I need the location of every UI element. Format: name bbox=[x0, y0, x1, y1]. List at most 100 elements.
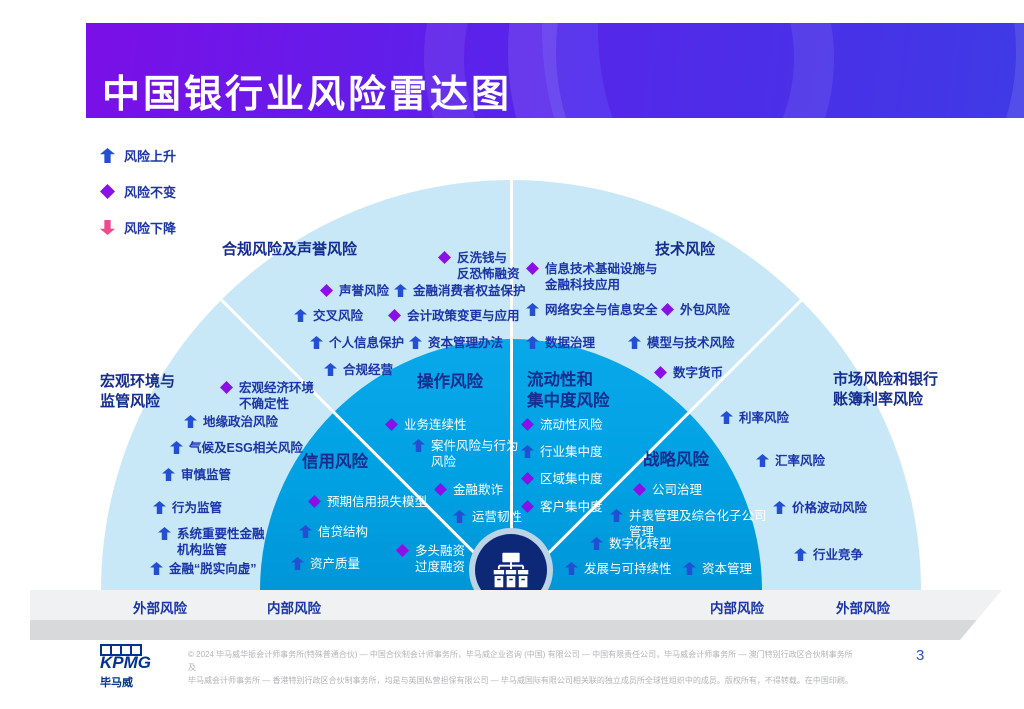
risk-item-label: 宏观经济环境 不确定性 bbox=[239, 381, 315, 411]
risk-up-arrow-icon bbox=[184, 415, 197, 428]
legend-item-label: 风险上升 bbox=[124, 149, 177, 164]
risk-up-arrow-icon bbox=[162, 468, 175, 481]
risk-item: 反洗钱与 反恐怖融资 bbox=[438, 250, 520, 282]
risk-item: 公司治理 bbox=[633, 482, 702, 498]
risk-up-arrow-icon bbox=[565, 562, 578, 575]
risk-unchanged-diamond-icon bbox=[521, 418, 534, 431]
kpmg-logo-chinese: 毕马威 bbox=[100, 677, 133, 689]
risk-up-arrow-icon bbox=[394, 284, 407, 297]
risk-item-label: 汇率风险 bbox=[775, 454, 826, 468]
risk-item-label: 模型与技术风险 bbox=[647, 336, 735, 350]
risk-item: 审慎监管 bbox=[162, 467, 231, 483]
risk-up-arrow-icon bbox=[521, 445, 534, 458]
page-title: 中国银行业风险雷达图 bbox=[102, 74, 513, 116]
risk-item-label: 并表管理及综合化子公司 管理 bbox=[629, 509, 767, 539]
legend-item: 风险下降 bbox=[100, 218, 176, 237]
risk-item-label: 网络安全与信息安全 bbox=[545, 303, 658, 317]
risk-item-label: 资本管理办法 bbox=[428, 336, 504, 350]
risk-item-label: 金融欺诈 bbox=[453, 483, 504, 497]
risk-item: 地缘政治风险 bbox=[184, 414, 278, 430]
risk-unchanged-diamond-icon bbox=[100, 184, 115, 199]
risk-unchanged-diamond-icon bbox=[385, 418, 398, 431]
risk-item: 运营韧性 bbox=[453, 509, 522, 525]
section-title-liquidity: 流动性和 集中度风险 bbox=[527, 371, 610, 411]
risk-unchanged-diamond-icon bbox=[438, 251, 451, 264]
risk-item: 流动性风险 bbox=[521, 417, 603, 433]
risk-item: 并表管理及综合化子公司 管理 bbox=[610, 508, 767, 540]
risk-item-label: 业务连续性 bbox=[404, 418, 467, 432]
risk-item: 交叉风险 bbox=[294, 308, 363, 324]
risk-item-label: 个人信息保护 bbox=[329, 336, 405, 350]
risk-up-arrow-icon bbox=[756, 454, 769, 467]
risk-unchanged-diamond-icon bbox=[526, 262, 539, 275]
risk-item: 发展与可持续性 bbox=[565, 561, 672, 577]
risk-item: 资产质量 bbox=[291, 556, 360, 572]
risk-item-label: 信贷结构 bbox=[318, 525, 369, 539]
risk-up-arrow-icon bbox=[291, 557, 304, 570]
header-band: 中国银行业风险雷达图 bbox=[86, 23, 1024, 118]
risk-item: 行业竞争 bbox=[794, 547, 863, 563]
risk-item-label: 会计政策变更与应用 bbox=[407, 309, 520, 323]
risk-item-label: 数据治理 bbox=[545, 336, 596, 350]
risk-up-arrow-icon bbox=[794, 548, 807, 561]
risk-up-arrow-icon bbox=[683, 562, 696, 575]
section-title-strategic: 战略风险 bbox=[643, 451, 709, 469]
risk-item: 信贷结构 bbox=[299, 524, 368, 540]
risk-item-label: 合规经营 bbox=[343, 363, 394, 377]
risk-item: 金融欺诈 bbox=[434, 482, 503, 498]
risk-item-label: 利率风险 bbox=[739, 411, 790, 425]
risk-item-label: 审慎监管 bbox=[181, 468, 232, 482]
header-decor-arc bbox=[424, 23, 834, 118]
legend-item-label: 风险不变 bbox=[124, 185, 177, 200]
risk-item-label: 流动性风险 bbox=[540, 418, 603, 432]
risk-unchanged-diamond-icon bbox=[661, 303, 674, 316]
pedestal-top-face bbox=[30, 590, 1002, 620]
risk-item-label: 信息技术基础设施与 金融科技应用 bbox=[545, 262, 658, 292]
risk-up-arrow-icon bbox=[628, 336, 641, 349]
axis-label: 外部风险 bbox=[133, 601, 187, 616]
risk-up-arrow-icon bbox=[409, 336, 422, 349]
risk-item-label: 多头融资 过度融资 bbox=[415, 544, 466, 574]
risk-item: 合规经营 bbox=[324, 362, 393, 378]
section-title-credit: 信用风险 bbox=[302, 453, 368, 471]
risk-item: 声誉风险 bbox=[320, 283, 389, 299]
risk-item: 行业集中度 bbox=[521, 444, 603, 460]
bank-orgchart-icon bbox=[493, 552, 529, 588]
risk-up-arrow-icon bbox=[526, 303, 539, 316]
section-title-market: 市场风险和银行 账簿利率风险 bbox=[833, 371, 939, 409]
page-number: 3 bbox=[916, 647, 925, 664]
section-title-technology: 技术风险 bbox=[655, 241, 716, 258]
risk-up-arrow-icon bbox=[299, 525, 312, 538]
risk-item: 业务连续性 bbox=[385, 417, 467, 433]
risk-item: 系统重要性金融 机构监管 bbox=[158, 526, 265, 558]
risk-item: 区域集中度 bbox=[521, 471, 603, 487]
risk-unchanged-diamond-icon bbox=[434, 483, 447, 496]
risk-item: 会计政策变更与应用 bbox=[388, 308, 520, 324]
risk-up-arrow-icon bbox=[610, 509, 623, 522]
risk-up-arrow-icon bbox=[453, 510, 466, 523]
kpmg-logo: KPMG 毕马威 bbox=[100, 644, 151, 690]
risk-unchanged-diamond-icon bbox=[633, 483, 646, 496]
risk-up-arrow-icon bbox=[294, 309, 307, 322]
risk-up-arrow-icon bbox=[526, 336, 539, 349]
legend-item: 风险不变 bbox=[100, 182, 176, 201]
risk-item-label: 价格波动风险 bbox=[792, 501, 868, 515]
risk-item-label: 反洗钱与 反恐怖融资 bbox=[457, 251, 520, 281]
risk-item: 气候及ESG相关风险 bbox=[170, 440, 303, 456]
disclaimer-line: © 2024 毕马威华振会计师事务所(特殊普通合伙) — 中国合伙制会计师事务所… bbox=[188, 650, 853, 672]
risk-unchanged-diamond-icon bbox=[388, 309, 401, 322]
risk-up-arrow-icon bbox=[310, 336, 323, 349]
risk-up-arrow-icon bbox=[720, 411, 733, 424]
risk-up-arrow-icon bbox=[170, 441, 183, 454]
risk-item: 金融“脱实向虚” bbox=[150, 561, 257, 577]
risk-item-label: 公司治理 bbox=[652, 483, 703, 497]
risk-item-label: 预期信用损失模型 bbox=[327, 495, 428, 509]
sector-divider-vertical bbox=[509, 180, 513, 590]
risk-item-label: 发展与可持续性 bbox=[584, 562, 672, 576]
legend-item-label: 风险下降 bbox=[124, 221, 177, 236]
risk-item: 数字化转型 bbox=[590, 536, 672, 552]
risk-unchanged-diamond-icon bbox=[654, 366, 667, 379]
disclaimer-line: 毕马威会计师事务所 — 香港特别行政区合伙制事务所，均是与英国私营担保有限公司 … bbox=[188, 675, 853, 685]
risk-item: 预期信用损失模型 bbox=[308, 494, 427, 510]
